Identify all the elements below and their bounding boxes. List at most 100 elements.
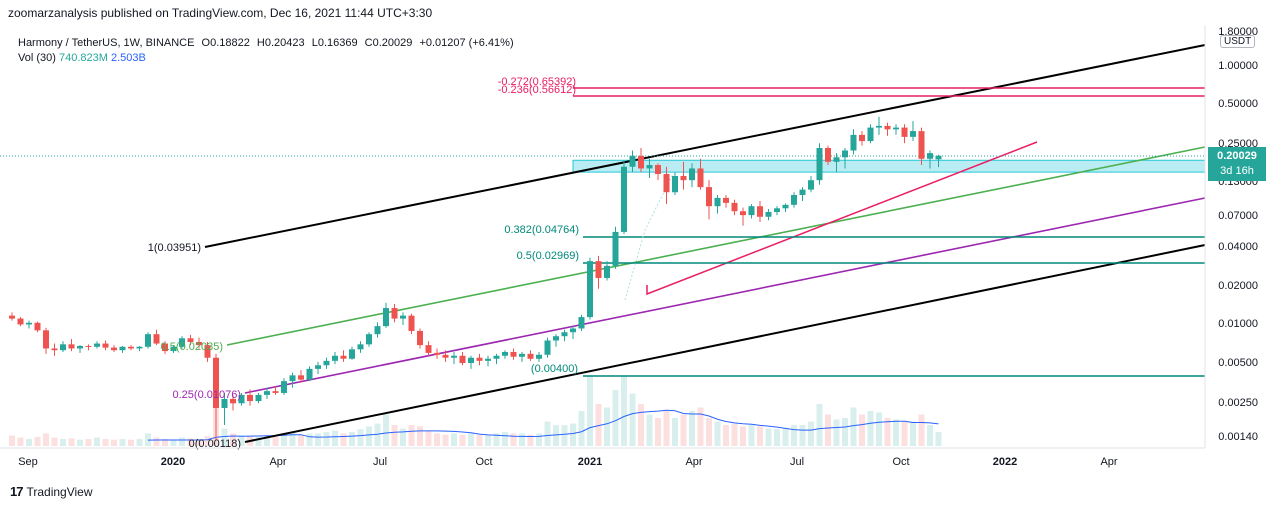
volume-bar [366,426,372,446]
candle-body [799,189,806,195]
ohlc-high: H0.20423 [256,37,305,49]
volume-bar [94,437,100,446]
volume-bar [43,433,49,446]
volume-bar [884,418,891,446]
volume-bar [340,433,347,446]
y-axis-tick-label: 0.00140 [1218,431,1258,443]
volume-bar [306,433,313,446]
volume-bar [689,411,695,446]
volume-bar [740,426,746,446]
volume-bar [17,437,24,446]
volume-bar [136,439,143,446]
volume-bar [799,425,806,446]
volume-bar [51,437,58,446]
candle-body [510,351,517,357]
trendline-pink [646,141,1038,296]
published-by-text: zoomarzanalysis published on TradingView… [8,6,433,20]
volume-bar [519,433,525,446]
volume-bar [595,404,602,446]
volume-bar [731,423,738,446]
y-axis-tick-label: 0.02000 [1218,280,1258,292]
volume-bar [476,434,483,446]
candle-body [893,127,899,130]
x-axis-tick-label: Apr [1100,456,1117,468]
volume-bar [68,438,75,446]
candle-body [43,330,49,349]
candle-body [9,315,15,319]
volume-label[interactable]: Vol (30) [18,52,56,64]
volume-bar [281,433,287,446]
candle-body [408,315,415,331]
x-axis-tick-label: Oct [892,456,909,468]
candle-body [714,197,721,207]
candle-body [468,357,474,364]
candle-body [230,398,236,404]
candle-body [349,349,355,359]
x-axis-tick-label: Oct [475,456,492,468]
candle-body [323,360,330,366]
volume-bar [876,412,882,446]
volume-bar [646,414,653,446]
candle-body [782,204,789,209]
channel-lower-line [244,244,1206,443]
volume-bar [102,439,109,446]
annotation-label: (0.00400) [531,363,578,375]
volume-bar [570,423,576,446]
candle-body [238,394,245,404]
volume-bar [400,428,406,446]
candle-body [680,176,687,181]
candle-body [306,368,313,380]
candle-body [808,180,814,190]
ohlc-low: L0.16369 [311,37,358,49]
volume-bar [459,434,466,446]
candle-body [587,261,593,318]
volume-bar [748,425,755,446]
volume-bar [706,418,712,446]
tradingview-brand: TradingView [26,484,93,499]
candle-body [153,334,160,344]
volume-bar [544,421,551,446]
candle-body [60,344,66,351]
volume-bar [289,432,296,446]
channel-upper-line [204,44,1206,248]
candle-body [918,131,925,159]
candle-body [255,394,262,402]
candle-body [689,168,695,181]
volume-bar [578,411,585,446]
candle-body [655,165,661,175]
candle-body [527,353,534,359]
candle-body [910,131,916,137]
volume-bar [655,418,661,446]
candle-body [927,153,933,159]
symbol-name[interactable]: Harmony / TetherUS, 1W, BINANCE [18,37,195,49]
candle-body [561,332,568,337]
volume-bar [298,434,304,446]
candle-body [383,308,389,327]
annotation-label: 0.25(0.01076) [173,389,242,401]
volume-bar [850,407,857,446]
candle-body [196,341,202,346]
volume-bar [323,432,330,446]
bar-countdown: 3d 16h [1220,165,1254,177]
volume-bar [510,433,517,446]
volume-bar [391,425,398,446]
candle-body [825,147,831,162]
candle-body [859,134,865,142]
currency-badge[interactable]: USDT [1220,35,1256,48]
volume-bar [561,425,568,446]
candle-body [332,355,338,361]
candle-body [289,375,296,382]
candle-body [451,355,457,358]
volume-bar [442,434,449,446]
tradingview-footer[interactable]: 17 TradingView [10,484,93,499]
candle-body [179,338,185,347]
candle-body [17,318,24,325]
last-price-tag: 0.20029 3d 16h [1208,147,1266,181]
volume-bar [221,428,228,446]
volume-bar [867,411,874,446]
volume-bar [791,425,797,446]
annotation-label: 0.5(0.02035) [161,341,223,353]
volume-bar [196,439,202,446]
candle-body [204,345,211,358]
